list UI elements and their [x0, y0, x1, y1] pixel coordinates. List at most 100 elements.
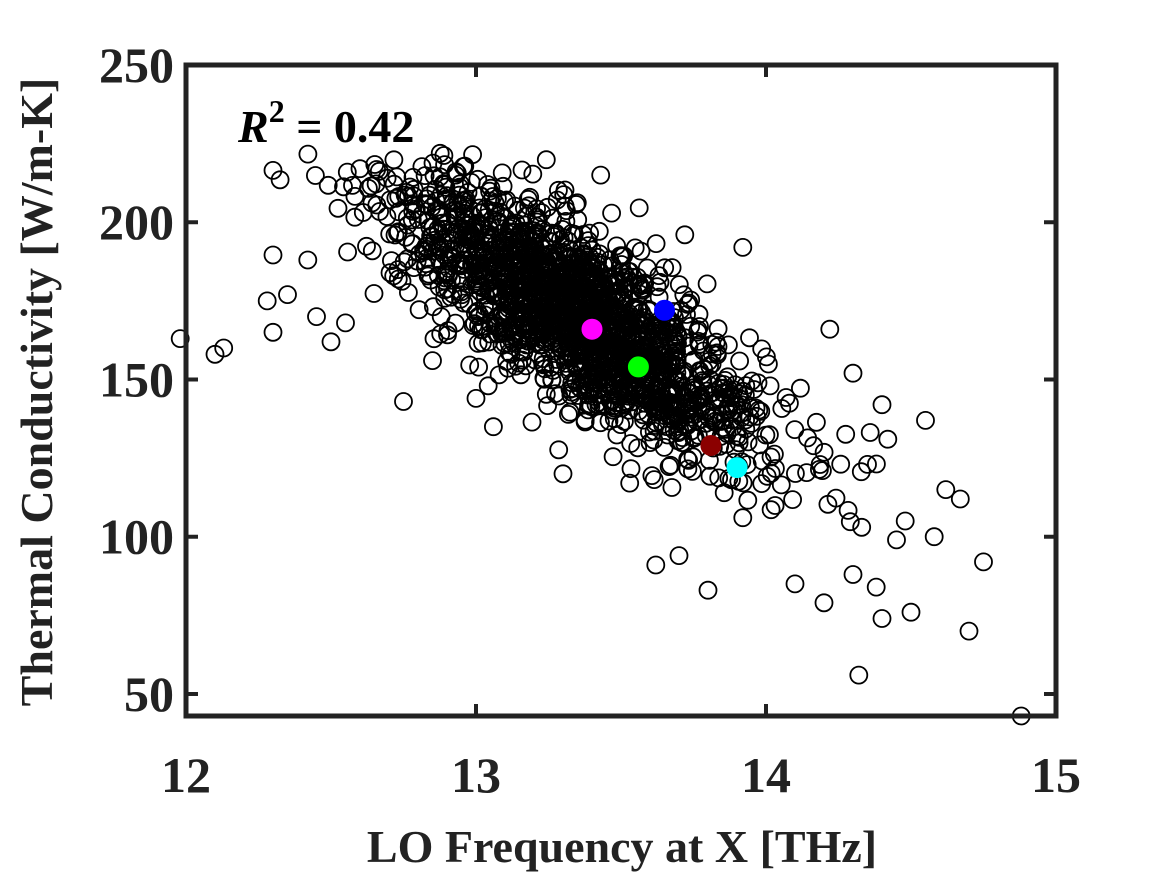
data-point — [512, 350, 532, 370]
data-point — [681, 290, 701, 310]
data-point — [538, 396, 557, 416]
data-point — [409, 300, 429, 320]
data-point — [566, 195, 586, 214]
highlight-blue-point — [654, 299, 675, 321]
data-point — [384, 150, 404, 170]
data-point — [493, 268, 513, 288]
y-tick-label: 100 — [99, 509, 174, 565]
data-point — [752, 339, 772, 359]
data-point — [614, 268, 634, 288]
data-point — [669, 546, 689, 565]
data-point — [950, 489, 970, 509]
data-point — [791, 378, 810, 398]
points-layer — [170, 143, 1031, 726]
data-point — [406, 199, 426, 219]
data-point — [369, 161, 389, 181]
data-point — [528, 322, 548, 342]
data-point — [843, 363, 863, 383]
data-point — [748, 373, 768, 393]
data-point — [656, 393, 676, 412]
x-tick-label: 12 — [161, 747, 211, 803]
data-point — [761, 463, 781, 483]
data-point — [412, 205, 432, 225]
data-point — [780, 393, 799, 413]
data-point — [396, 182, 416, 202]
data-point — [437, 186, 457, 206]
data-point — [380, 190, 400, 210]
data-point — [559, 404, 578, 424]
data-point — [818, 494, 838, 514]
data-point — [576, 279, 595, 299]
data-point — [613, 262, 633, 282]
data-point — [624, 316, 643, 336]
r-squared-annotation: R2 = 0.42 — [237, 93, 414, 152]
data-point — [750, 435, 769, 455]
data-point — [468, 169, 488, 189]
data-point — [711, 412, 731, 431]
data-point — [357, 236, 376, 256]
data-point — [394, 392, 413, 411]
data-point — [402, 210, 422, 230]
data-point — [668, 431, 688, 451]
data-point — [451, 282, 471, 302]
data-point — [709, 468, 729, 488]
plot-frame — [183, 62, 1059, 719]
data-point — [415, 166, 435, 186]
data-point — [557, 292, 577, 312]
data-point — [548, 312, 568, 332]
data-point — [589, 396, 609, 416]
y-axis-label: Thermal Conductivity [W/m-K] — [11, 78, 62, 707]
data-point — [416, 236, 436, 256]
data-point — [831, 454, 851, 474]
data-point — [761, 500, 781, 520]
data-point — [610, 282, 630, 302]
data-point — [298, 144, 318, 164]
data-point — [475, 285, 495, 305]
data-point — [414, 240, 434, 260]
data-point — [714, 375, 734, 394]
data-point — [637, 258, 657, 278]
data-point — [814, 442, 834, 462]
data-point — [263, 322, 283, 342]
data-point — [683, 461, 702, 481]
data-point — [756, 425, 776, 445]
data-point — [479, 200, 499, 220]
data-point — [719, 335, 738, 355]
data-point — [860, 423, 880, 442]
data-point — [849, 665, 869, 685]
data-point — [662, 258, 682, 278]
data-point — [553, 301, 572, 320]
data-point — [669, 275, 689, 295]
data-point — [519, 331, 538, 351]
x-tick-label: 14 — [741, 747, 791, 803]
data-point — [560, 402, 580, 422]
data-point — [334, 177, 353, 197]
data-point — [497, 286, 517, 306]
data-point — [611, 363, 631, 383]
highlight-cyan-point — [726, 457, 748, 479]
data-point — [617, 341, 636, 361]
data-point — [585, 266, 605, 285]
data-point — [511, 365, 531, 385]
r-superscript: 2 — [269, 93, 285, 129]
data-point — [575, 410, 595, 430]
data-point — [653, 371, 672, 391]
data-point — [456, 227, 476, 247]
data-point — [562, 379, 582, 398]
data-point — [565, 370, 585, 390]
data-point — [534, 256, 554, 275]
data-point — [438, 321, 458, 341]
data-point — [872, 609, 892, 628]
data-point — [483, 417, 503, 437]
data-point — [602, 322, 622, 342]
data-point — [592, 369, 612, 389]
data-point — [752, 474, 772, 494]
data-point — [495, 308, 515, 327]
data-point — [520, 187, 540, 207]
data-point — [403, 167, 423, 187]
data-point — [679, 336, 699, 356]
data-point — [549, 180, 568, 200]
data-point — [974, 552, 993, 572]
data-point — [519, 324, 539, 344]
data-point — [263, 160, 283, 180]
